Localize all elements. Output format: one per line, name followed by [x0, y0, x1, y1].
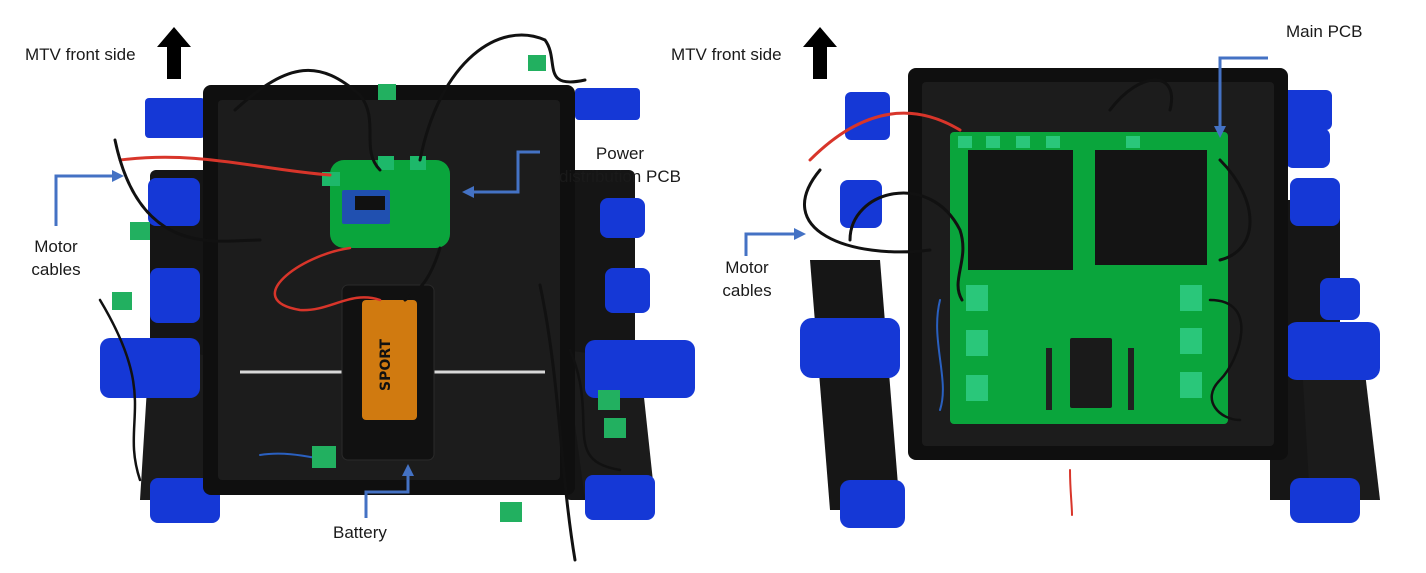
- battery-label: Battery: [333, 523, 387, 542]
- main-pcb-label: Main PCB: [1286, 22, 1363, 41]
- motor-cables-label-line1: Motor: [725, 258, 769, 277]
- motor-cables-label-line2: cables: [31, 260, 81, 279]
- main-pcb: [950, 132, 1228, 424]
- right-wires: [803, 78, 1252, 516]
- left-wires: [98, 33, 622, 562]
- left-connectors: [112, 55, 626, 522]
- power-distribution-pcb: [322, 156, 450, 248]
- battery-callout-arrow: [364, 464, 414, 518]
- left-photo: SPORT: [0, 0, 700, 573]
- left-robot-photo: SPORT: [98, 33, 695, 562]
- main-pcb-callout-arrow: [1214, 56, 1268, 138]
- right-robot-photo: [800, 68, 1380, 528]
- power-pcb-label-line1: Power: [595, 144, 645, 163]
- motor-cables-label-line1: Motor: [34, 237, 78, 256]
- right-wheels: [800, 90, 1380, 528]
- left-wheels: [100, 88, 695, 523]
- left-battery: SPORT: [341, 284, 435, 461]
- front-side-label: MTV front side: [671, 45, 782, 64]
- motor-cables-label-line2: cables: [722, 281, 772, 300]
- motor-cables-callout-arrow: [54, 170, 124, 226]
- battery-print: SPORT: [378, 339, 394, 391]
- motor-cables-callout-arrow: [744, 228, 806, 256]
- right-photo: MTV front side Main PCB Motor cables: [671, 0, 1426, 573]
- power-pcb-callout-arrow: [462, 150, 540, 198]
- front-side-label: MTV front side: [25, 45, 136, 64]
- up-arrow-icon: [157, 27, 191, 79]
- up-arrow-icon: [803, 27, 837, 79]
- power-pcb-label-line2: distribution PCB: [559, 167, 681, 186]
